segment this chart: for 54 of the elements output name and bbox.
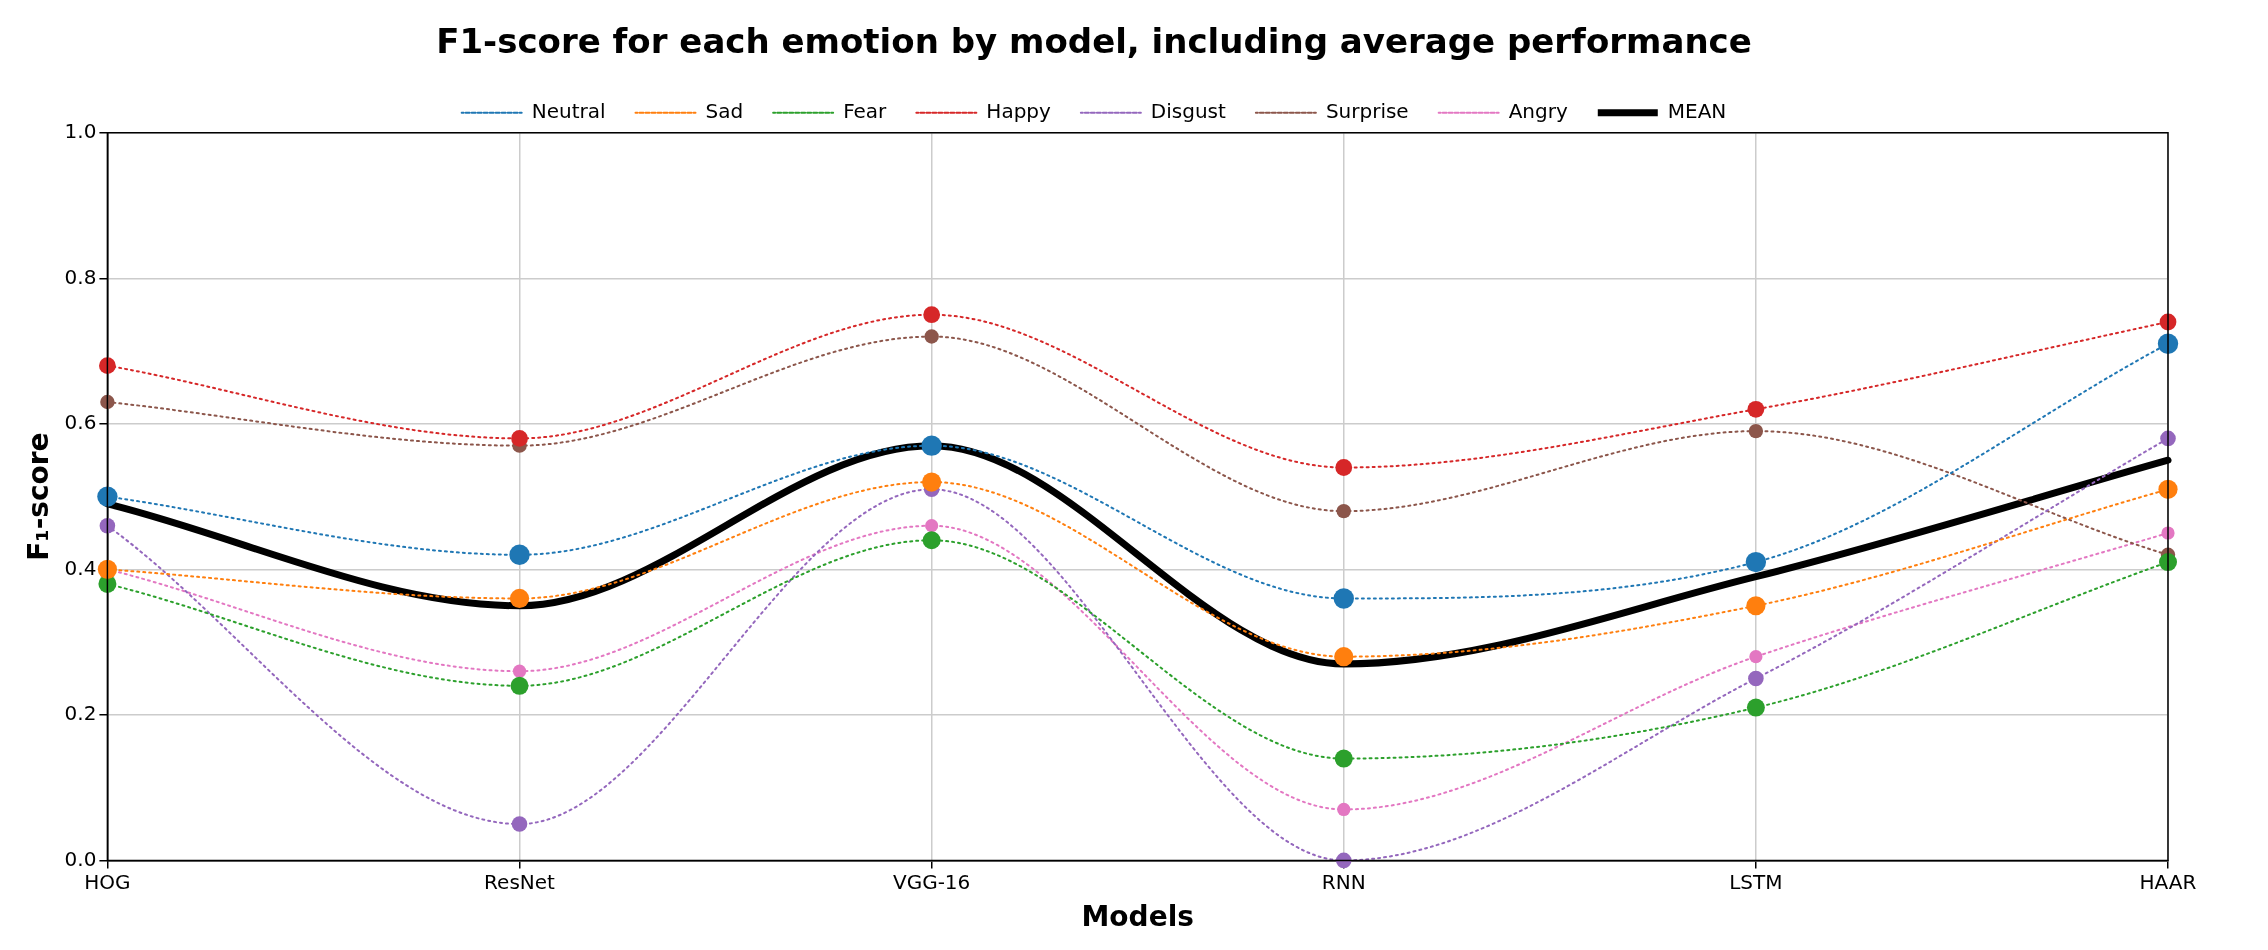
point (925, 519, 939, 533)
point (1745, 551, 1767, 573)
legend-label: Disgust (1150, 99, 1227, 123)
point (1748, 670, 1764, 687)
legend-label: Fear (843, 99, 888, 123)
legend-label: Angry (1508, 99, 1568, 123)
point (922, 531, 941, 550)
point (1337, 802, 1351, 817)
point (1746, 698, 1765, 717)
point (1747, 400, 1765, 418)
legend-label: Neutral (531, 99, 606, 123)
point (97, 486, 118, 507)
chart-title: F1-score for each emotion by model, including average performance (436, 21, 1752, 62)
x-axis-title: Models (1081, 900, 1194, 934)
point (509, 544, 530, 566)
x-tick-label: VGG-16 (892, 869, 971, 894)
point (1335, 852, 1352, 869)
point (923, 306, 941, 324)
point (99, 357, 116, 375)
y-tick-label: 0.2 (64, 701, 97, 726)
y-tick-label: 0.4 (64, 555, 97, 580)
y-tick-label: 1.0 (64, 119, 97, 143)
point (1749, 650, 1763, 664)
x-tick-label: HOG (84, 869, 131, 894)
point (99, 517, 116, 534)
y-tick-label: 0.0 (64, 846, 97, 871)
legend-label: Happy (986, 99, 1052, 123)
x-tick-label: LSTM (1729, 869, 1783, 894)
point (1746, 596, 1766, 616)
point (510, 676, 529, 695)
point (97, 559, 118, 579)
point (1336, 503, 1351, 519)
point (1335, 459, 1353, 476)
x-tick-label: ResNet (484, 869, 556, 894)
point (922, 472, 942, 492)
point (924, 329, 939, 344)
point (100, 394, 115, 410)
point (1333, 588, 1354, 609)
point (921, 435, 942, 456)
x-tick-label: RNN (1321, 869, 1366, 894)
point (1748, 423, 1764, 439)
point (511, 816, 528, 832)
point (1334, 647, 1354, 667)
point (512, 664, 527, 678)
x-tick-label: HAAR (2139, 869, 2197, 894)
legend-label: MEAN (1667, 99, 1727, 123)
y-axis-title: F₁-score (22, 432, 56, 561)
point (511, 429, 528, 447)
y-tick-label: 0.6 (64, 410, 97, 435)
legend-label: Surprise (1325, 99, 1409, 123)
point (1334, 749, 1353, 768)
legend-label: Sad (705, 99, 744, 123)
y-tick-label: 0.8 (64, 264, 97, 289)
point (509, 588, 530, 609)
